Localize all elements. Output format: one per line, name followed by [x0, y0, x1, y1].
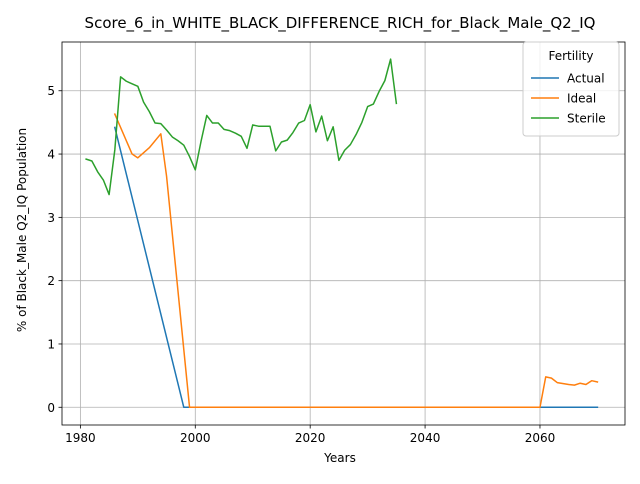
y-tick-label: 1: [47, 337, 55, 351]
series-line-sterile: [85, 58, 398, 196]
x-tick-label: 2000: [180, 431, 211, 445]
y-tick-label: 5: [47, 84, 55, 98]
plot-frame: [61, 41, 626, 426]
legend-label-ideal: Ideal: [567, 92, 596, 106]
y-tick-label: 2: [47, 274, 55, 288]
x-tick-label: 2060: [525, 431, 556, 445]
series-line-actual: [113, 126, 599, 409]
chart-title: Score_6_in_WHITE_BLACK_DIFFERENCE_RICH_f…: [85, 14, 596, 33]
y-axis-label: % of Black_Male Q2_IQ Population: [15, 128, 29, 332]
series-lines: [85, 58, 599, 409]
x-axis-ticks: 1980 2000 2020 2040 2060: [65, 425, 555, 445]
y-tick-label: 3: [47, 211, 55, 225]
x-tick-label: 2040: [410, 431, 441, 445]
x-tick-label: 2020: [295, 431, 326, 445]
legend-title: Fertility: [548, 49, 593, 63]
legend-label-actual: Actual: [567, 72, 605, 86]
x-axis-label: Years: [323, 451, 356, 465]
legend: Fertility Actual Ideal Sterile: [522, 41, 620, 137]
legend-label-sterile: Sterile: [567, 112, 606, 126]
series-line-ideal: [113, 113, 599, 409]
y-tick-label: 4: [47, 148, 55, 162]
legend-box: [522, 41, 620, 137]
x-tick-label: 1980: [65, 431, 96, 445]
y-axis-ticks: 0 1 2 3 4 5: [47, 84, 62, 415]
legend-items: Actual Ideal Sterile: [531, 72, 606, 126]
y-tick-label: 0: [47, 401, 55, 415]
